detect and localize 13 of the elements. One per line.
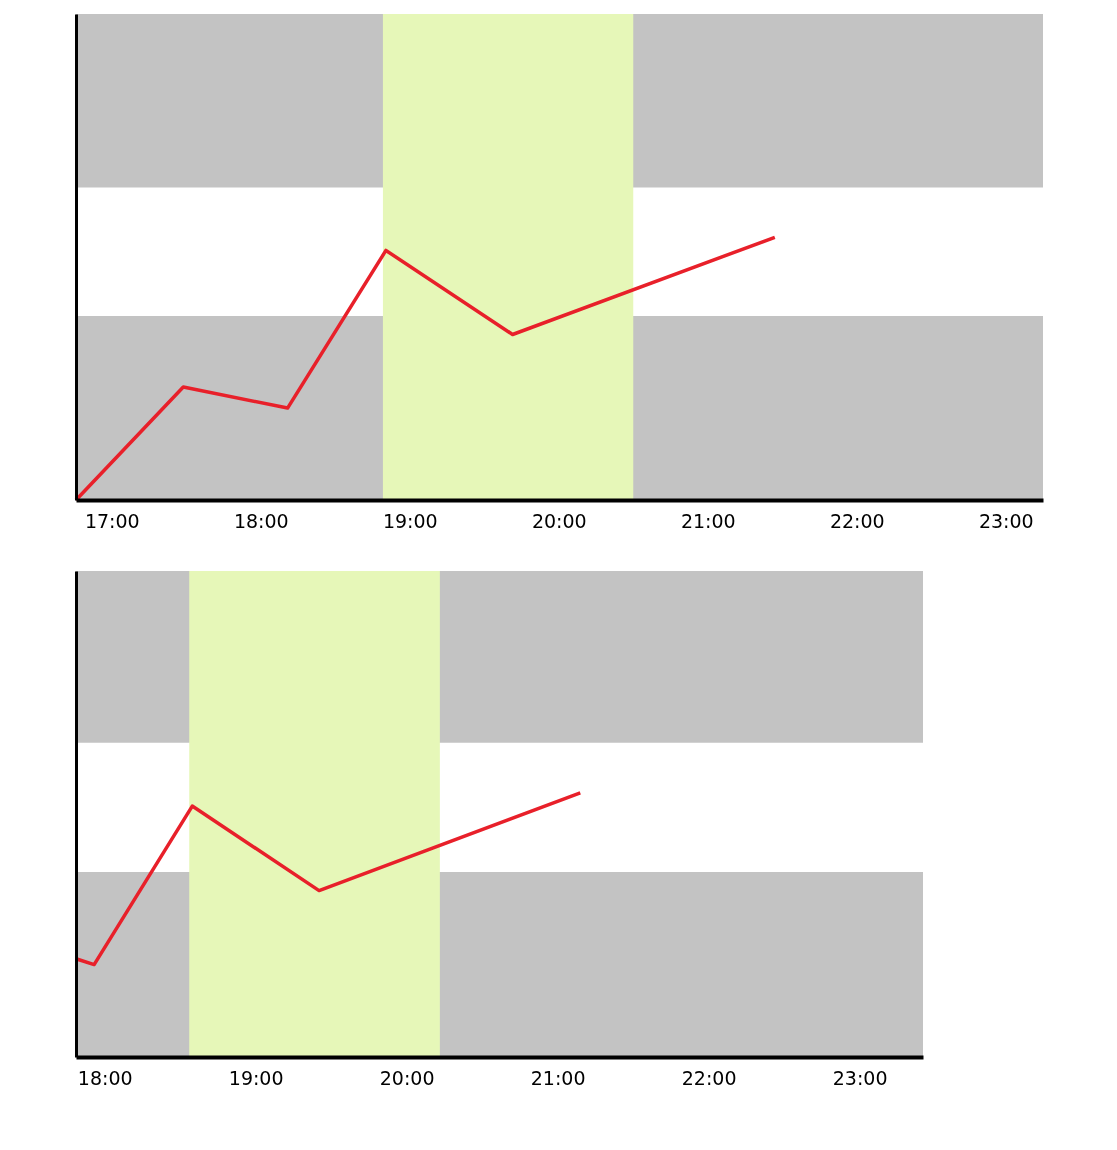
x-tick-label: 19:00 <box>382 509 438 532</box>
x-tick-label: 17:00 <box>84 509 140 532</box>
x-tick-label: 18:00 <box>233 509 289 532</box>
x-tick-label: 23:00 <box>978 509 1034 532</box>
x-tick-label: 18:00 <box>77 1066 133 1089</box>
x-tick-label: 23:00 <box>832 1066 888 1089</box>
x-tick-label: 22:00 <box>829 509 885 532</box>
x-tick-label: 19:00 <box>228 1066 284 1089</box>
x-tick-label: 22:00 <box>681 1066 737 1089</box>
x-tick-label: 21:00 <box>530 1066 586 1089</box>
x-tick-label: 21:00 <box>680 509 736 532</box>
x-tick-label: 20:00 <box>531 509 587 532</box>
x-tick-label: 20:00 <box>379 1066 435 1089</box>
